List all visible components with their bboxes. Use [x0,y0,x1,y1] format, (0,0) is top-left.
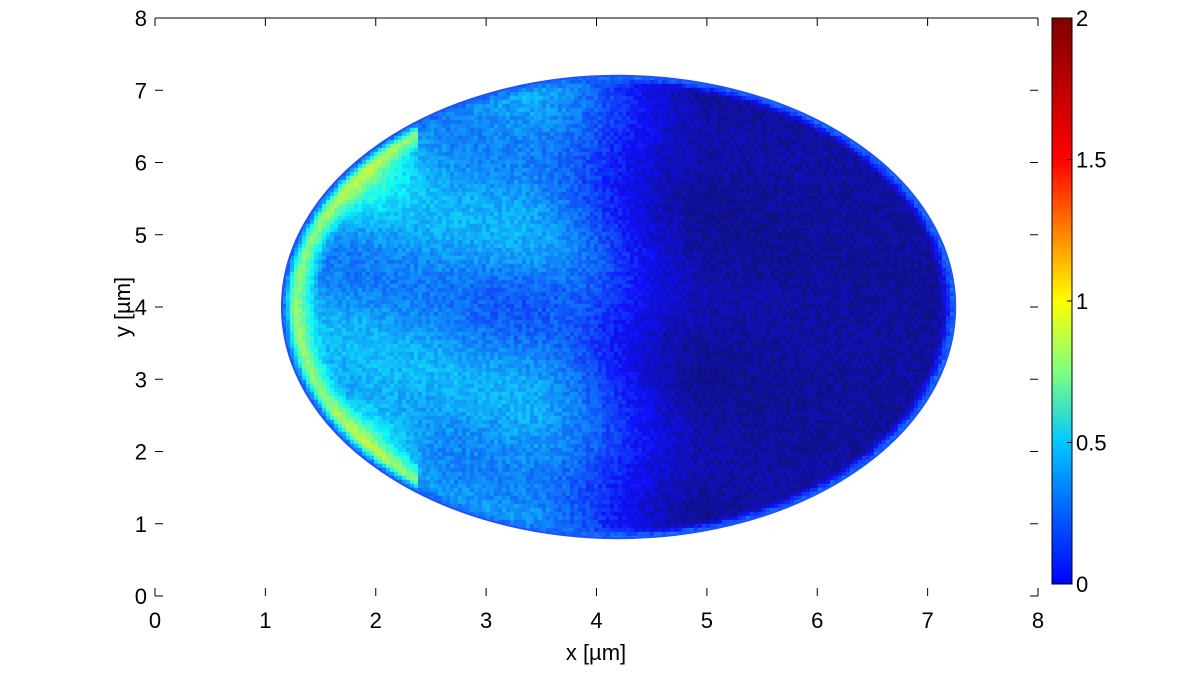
colorbar-tick-label: 1.5 [1076,148,1107,173]
x-tick-label: 4 [590,608,602,633]
y-tick-label: 1 [135,512,147,537]
y-axis: 0 1 2 3 4 5 6 7 8 [135,6,1038,609]
x-tick-label: 3 [480,608,492,633]
x-tick-label: 8 [1032,608,1044,633]
colorbar-tick-label: 2 [1076,6,1088,31]
colorbar-tick-label: 0.5 [1076,431,1107,456]
y-tick-label: 7 [135,78,147,103]
domain-boundary [280,74,957,540]
y-tick-label: 5 [135,223,147,248]
y-tick-label: 2 [135,440,147,465]
x-axis: 0 1 2 3 4 5 6 7 8 [149,18,1044,633]
colorbar: 0 0.5 1 1.5 2 [1051,6,1107,597]
x-tick-label: 6 [811,608,823,633]
y-tick-label: 8 [135,6,147,31]
x-tick-label: 2 [370,608,382,633]
y-tick-label: 0 [135,584,147,609]
heatmap-texture [281,75,956,539]
x-tick-label: 5 [701,608,713,633]
y-tick-label: 4 [135,295,147,320]
heatmap-field [281,75,956,539]
colorbar-tick-label: 1 [1076,289,1088,314]
y-tick-label: 6 [135,151,147,176]
colorbar-tick-label: 0 [1076,572,1088,597]
y-axis-label: y [µm] [110,277,135,337]
x-tick-label: 0 [149,608,161,633]
x-axis-label: x [µm] [566,640,626,665]
y-tick-label: 3 [135,367,147,392]
x-tick-label: 7 [922,608,934,633]
x-tick-label: 1 [259,608,271,633]
